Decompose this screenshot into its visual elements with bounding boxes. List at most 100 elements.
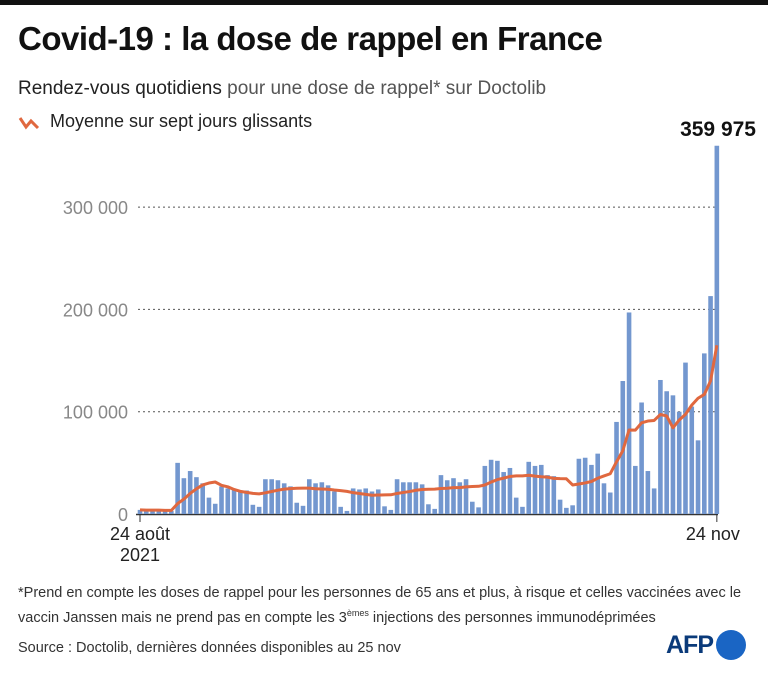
bar (231, 489, 237, 514)
bar (551, 476, 557, 514)
bar (238, 490, 243, 514)
bar (225, 488, 231, 514)
bar (451, 478, 456, 514)
bar (702, 353, 707, 514)
bar (363, 488, 369, 514)
bar (683, 362, 688, 514)
bar (495, 460, 500, 514)
subtitle: Rendez-vous quotidiens pour une dose de … (18, 78, 546, 100)
bar (601, 483, 607, 514)
footnote-text-end: injections des personnes immunodéprimées (368, 609, 656, 626)
bar (570, 505, 575, 514)
afp-logo: AFP (666, 630, 746, 660)
bar (614, 421, 619, 514)
bar (557, 499, 563, 514)
bar (545, 475, 550, 514)
bar (645, 471, 651, 514)
bar (651, 488, 657, 514)
subtitle-rest: pour une dose de rappel* sur Doctolib (221, 78, 547, 99)
bar (457, 482, 463, 514)
bar (294, 502, 300, 514)
source: Source : Doctolib, dernières données dis… (18, 640, 401, 656)
bar (526, 461, 532, 514)
bar (470, 501, 475, 514)
peak-value-label: 359 975 (680, 118, 756, 141)
bar (576, 458, 582, 514)
y-tick-label: 300 000 (63, 198, 128, 218)
footnote-text: *Prend en compte les doses de rappel pou… (18, 585, 742, 626)
bar (200, 483, 205, 514)
legend-label: Moyenne sur sept jours glissants (50, 111, 313, 131)
bar (501, 472, 506, 514)
bar (219, 486, 224, 514)
bar (432, 508, 437, 514)
bar (426, 504, 431, 514)
bar (607, 492, 613, 514)
footnote-sup: èmes (346, 608, 369, 618)
bar (664, 391, 669, 514)
bar (419, 484, 425, 514)
bar (532, 465, 538, 514)
bar (695, 440, 701, 514)
bar (250, 504, 256, 514)
afp-logo-text: AFP (666, 630, 714, 659)
bar (244, 490, 249, 514)
bar (350, 488, 356, 514)
bar (319, 482, 325, 514)
bar (676, 411, 682, 514)
afp-logo-circle (716, 630, 746, 660)
subtitle-bold: Rendez-vous quotidiens (18, 78, 222, 99)
bar (137, 509, 143, 514)
bar (212, 503, 218, 514)
bar (338, 506, 343, 514)
bar (488, 459, 494, 514)
moving-average-line (139, 344, 719, 512)
bar (595, 453, 601, 514)
bar (169, 510, 174, 514)
bar (375, 489, 381, 514)
bar (714, 145, 720, 514)
y-tick-label: 100 000 (63, 403, 128, 423)
bar (589, 464, 594, 514)
bar (438, 475, 444, 514)
bar (194, 477, 199, 514)
bar (689, 406, 695, 514)
bar (150, 509, 155, 514)
bar (181, 478, 187, 514)
bar (626, 312, 632, 514)
y-tick-label: 200 000 (63, 300, 128, 320)
bar (401, 482, 406, 514)
x-tick-label: 24 nov (686, 524, 740, 544)
bar (143, 510, 149, 514)
bar (162, 510, 168, 514)
footnote: *Prend en compte les doses de rappel pou… (18, 583, 763, 628)
top-rule (0, 0, 768, 5)
bar (538, 464, 544, 514)
bar (275, 480, 281, 514)
bar (463, 479, 469, 514)
bar (513, 497, 519, 514)
bar (288, 486, 293, 514)
y-tick-label: 0 (118, 505, 128, 525)
page-title: Covid-19 : la dose de rappel en France (18, 20, 603, 57)
bar (344, 510, 350, 514)
bar (670, 395, 676, 514)
bar (444, 480, 450, 514)
bar (382, 506, 387, 514)
bar (407, 482, 412, 514)
bar (313, 483, 318, 514)
bar (413, 482, 419, 514)
bar (325, 485, 331, 514)
bar (306, 479, 312, 514)
bar (156, 510, 162, 514)
legend-line-icon (18, 116, 40, 130)
x-tick-label: 2021 (120, 545, 160, 565)
bar (394, 479, 400, 514)
x-tick-label: 24 août (110, 524, 170, 544)
legend: Moyenne sur sept jours glissants (18, 111, 312, 132)
bar (269, 479, 274, 514)
bar (639, 402, 644, 514)
bar (476, 507, 481, 514)
